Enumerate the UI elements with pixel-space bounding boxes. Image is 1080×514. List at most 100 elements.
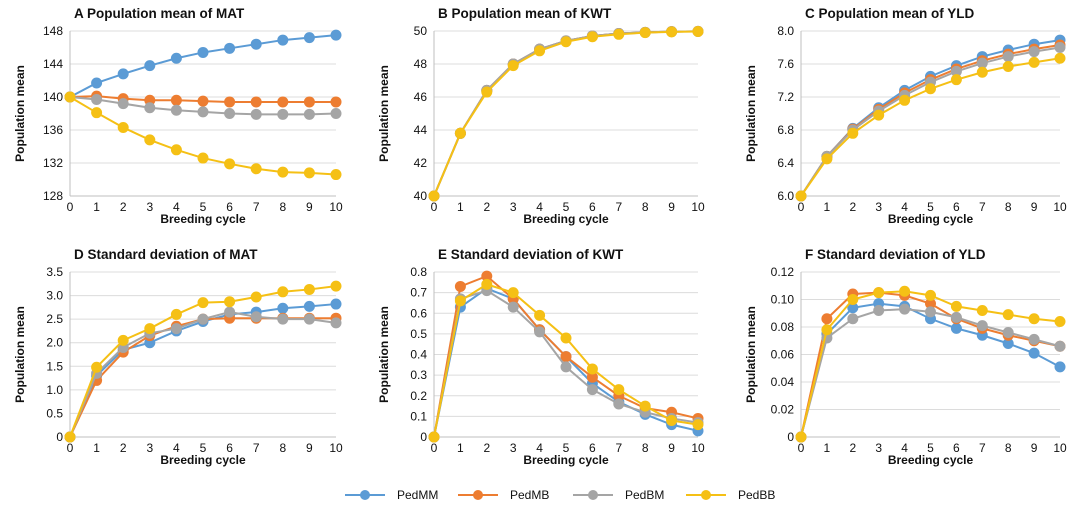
x-tick-label: 5 bbox=[563, 200, 570, 214]
y-tick-label: 0 bbox=[787, 430, 794, 444]
series-pedmb bbox=[64, 312, 342, 443]
x-tick-label: 4 bbox=[536, 200, 543, 214]
data-point bbox=[847, 313, 859, 325]
y-tick-label: 0.5 bbox=[46, 406, 63, 420]
data-point bbox=[560, 361, 572, 373]
y-tick-label: 3.0 bbox=[46, 289, 63, 303]
series-pedbm bbox=[64, 306, 342, 443]
data-point bbox=[899, 303, 911, 315]
legend: PedMM PedMB PedBM PedBB bbox=[345, 488, 775, 502]
y-tick-label: 2.0 bbox=[46, 336, 63, 350]
y-tick-label: 3.5 bbox=[46, 265, 63, 279]
y-tick-label: 0.02 bbox=[771, 403, 795, 417]
series-pedmb bbox=[64, 90, 342, 108]
data-point bbox=[873, 287, 885, 299]
data-point bbox=[91, 361, 103, 373]
data-point bbox=[666, 26, 678, 38]
x-tick-label: 7 bbox=[615, 200, 622, 214]
data-point bbox=[224, 96, 236, 108]
panels: A Population mean of MAT1281321361401441… bbox=[13, 6, 1067, 467]
data-point bbox=[666, 415, 678, 426]
data-point bbox=[303, 300, 315, 312]
series-pedbb bbox=[64, 280, 342, 443]
x-tick-label: 2 bbox=[483, 200, 490, 214]
data-point bbox=[303, 108, 315, 120]
x-tick-label: 0 bbox=[798, 441, 805, 455]
data-point bbox=[250, 291, 262, 303]
data-point bbox=[1002, 327, 1014, 338]
data-point bbox=[1002, 309, 1014, 321]
data-point bbox=[821, 153, 833, 165]
data-point bbox=[144, 134, 156, 146]
data-point bbox=[586, 384, 598, 396]
x-tick-label: 2 bbox=[483, 441, 490, 455]
data-point bbox=[454, 295, 466, 307]
series-pedbb bbox=[64, 91, 342, 181]
data-point bbox=[454, 280, 466, 292]
y-tick-label: 148 bbox=[43, 24, 63, 38]
data-point bbox=[144, 60, 156, 72]
data-point bbox=[976, 57, 988, 69]
y-tick-label: 0 bbox=[420, 430, 427, 444]
data-point bbox=[1002, 51, 1014, 63]
x-axis-label: Breeding cycle bbox=[160, 453, 246, 467]
data-point bbox=[899, 285, 911, 297]
series-line bbox=[69, 311, 337, 438]
legend-marker bbox=[360, 490, 370, 500]
x-tick-label: 3 bbox=[146, 441, 153, 455]
y-tick-label: 1.0 bbox=[46, 383, 63, 397]
data-point bbox=[303, 167, 315, 179]
data-point bbox=[481, 86, 493, 98]
y-tick-label: 0.3 bbox=[410, 368, 427, 382]
y-tick-label: 50 bbox=[414, 24, 428, 38]
series-line bbox=[800, 308, 1061, 438]
data-point bbox=[795, 190, 807, 202]
data-point bbox=[144, 323, 156, 335]
data-point bbox=[821, 324, 833, 336]
data-point bbox=[1054, 42, 1066, 53]
x-tick-label: 8 bbox=[279, 200, 286, 214]
data-point bbox=[534, 326, 546, 338]
data-point bbox=[170, 323, 182, 335]
data-point bbox=[197, 46, 209, 58]
y-tick-label: 0.8 bbox=[410, 265, 427, 279]
data-point bbox=[639, 400, 651, 412]
data-point bbox=[950, 311, 962, 323]
x-tick-label: 6 bbox=[953, 200, 960, 214]
legend-label: PedBB bbox=[738, 488, 775, 502]
data-point bbox=[91, 77, 103, 89]
series-pedbb bbox=[795, 285, 1066, 443]
data-point bbox=[303, 96, 315, 108]
data-point bbox=[950, 74, 962, 86]
data-point bbox=[899, 94, 911, 106]
x-axis-label: Breeding cycle bbox=[888, 212, 974, 226]
data-point bbox=[170, 308, 182, 320]
panel-e: E Standard deviation of KWT 0 0.1 0.2 0.3 0.4… bbox=[377, 247, 705, 467]
series-pedbm bbox=[795, 42, 1066, 202]
x-tick-label: 1 bbox=[93, 441, 100, 455]
x-tick-label: 2 bbox=[120, 200, 127, 214]
data-point bbox=[330, 108, 342, 119]
data-point bbox=[197, 152, 209, 164]
data-point bbox=[277, 34, 289, 46]
y-tick-label: 7.6 bbox=[777, 57, 794, 71]
data-point bbox=[873, 109, 885, 121]
panel-title: E Standard deviation of KWT bbox=[438, 247, 624, 262]
x-tick-label: 8 bbox=[642, 441, 649, 455]
x-tick-label: 10 bbox=[1053, 441, 1067, 455]
x-tick-label: 10 bbox=[329, 441, 343, 455]
series-pedmb bbox=[428, 25, 704, 202]
data-point bbox=[303, 32, 315, 44]
data-point bbox=[1028, 313, 1040, 325]
x-tick-label: 4 bbox=[173, 200, 180, 214]
data-point bbox=[1054, 316, 1066, 327]
data-point bbox=[197, 297, 209, 309]
x-tick-label: 8 bbox=[642, 200, 649, 214]
series-pedbb bbox=[428, 25, 704, 202]
data-point bbox=[586, 363, 598, 375]
data-point bbox=[250, 96, 262, 108]
x-tick-label: 6 bbox=[226, 200, 233, 214]
y-tick-label: 40 bbox=[414, 189, 428, 203]
data-point bbox=[303, 313, 315, 325]
x-tick-label: 0 bbox=[431, 441, 438, 455]
